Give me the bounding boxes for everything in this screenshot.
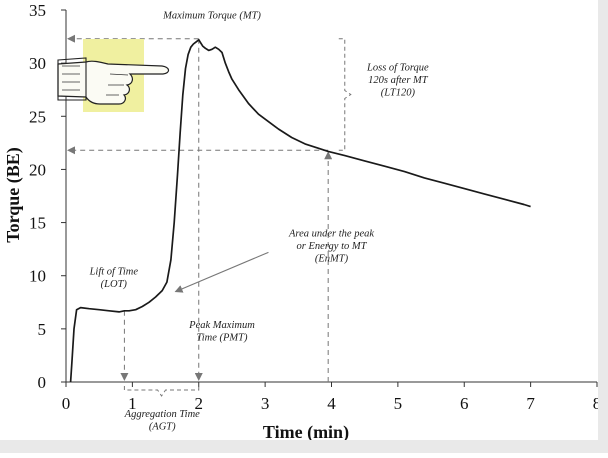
annotation-line: (LT120) — [381, 88, 416, 99]
annotation-line: Lift of Time — [89, 267, 139, 278]
annotation-label: Area under the peak or Energy to MT (EnMT) — [288, 228, 374, 264]
y-tick-label: 10 — [29, 267, 46, 286]
hand-shading — [62, 65, 129, 96]
annotation-line: Peak Maximum — [188, 320, 255, 331]
annotation-line: Aggregation Time — [124, 409, 200, 420]
annotation-label: Maximum Torque (MT) — [162, 11, 261, 22]
series-layer — [69, 38, 531, 383]
y-tick-label: 30 — [29, 54, 46, 73]
lt120-bracket — [338, 38, 352, 151]
annotation-label: Aggregation Time (AGT) — [124, 409, 200, 433]
pointing-hand-illustration — [57, 39, 170, 112]
annotation-line: (AGT) — [149, 422, 176, 433]
annotation-line: Time (PMT) — [196, 332, 248, 343]
annotation-line: (LOT) — [101, 279, 128, 290]
annotation-line: Area under the peak — [288, 228, 374, 239]
y-axis-title: Torque (BE) — [3, 147, 24, 243]
torque-curve — [69, 38, 531, 383]
enmt-arrow — [174, 251, 269, 293]
pointing-hand-shape — [57, 60, 170, 105]
annotation-label: Loss of Torque 120s after MT (LT120) — [366, 63, 429, 99]
annotation-label: Lift of Time (LOT) — [89, 267, 139, 291]
x-tick-label: 3 — [261, 394, 270, 413]
y-tick-label: 15 — [29, 214, 46, 233]
annotations: Maximum Torque (MT) Loss of Torque 120s af… — [89, 11, 429, 433]
y-tick-label: 0 — [38, 373, 47, 392]
page-frame-bottom — [0, 440, 608, 453]
page-frame-right — [598, 0, 608, 453]
annotation-line: 120s after MT — [368, 75, 429, 86]
hand-cuff — [57, 57, 87, 101]
annotation-line: Loss of Torque — [366, 63, 429, 74]
x-tick-label: 4 — [327, 394, 336, 413]
y-tick-label: 5 — [38, 320, 47, 339]
x-tick-label: 2 — [195, 394, 204, 413]
x-tick-label: 7 — [526, 394, 535, 413]
x-tick-label: 6 — [460, 394, 469, 413]
agt-bracket — [123, 386, 200, 397]
guide-lines — [67, 34, 352, 397]
x-tick-label: 5 — [394, 394, 403, 413]
y-tick-label: 25 — [29, 107, 46, 126]
y-tick-label: 35 — [29, 1, 46, 20]
x-tick-label: 1 — [128, 394, 137, 413]
annotation-line: (EnMT) — [315, 253, 349, 264]
axes: 0 1 2 3 4 5 6 7 8 0 5 10 15 20 25 30 35 — [29, 1, 601, 413]
annotation-line: or Energy to MT — [297, 241, 368, 252]
x-axis-title: Time (min) — [263, 422, 349, 443]
x-tick-label: 0 — [62, 394, 71, 413]
annotation-line: Maximum Torque (MT) — [162, 11, 261, 22]
y-tick-label: 20 — [29, 160, 46, 179]
x-tick-label: 8 — [593, 394, 602, 413]
annotation-label: Peak Maximum Time (PMT) — [188, 320, 255, 344]
